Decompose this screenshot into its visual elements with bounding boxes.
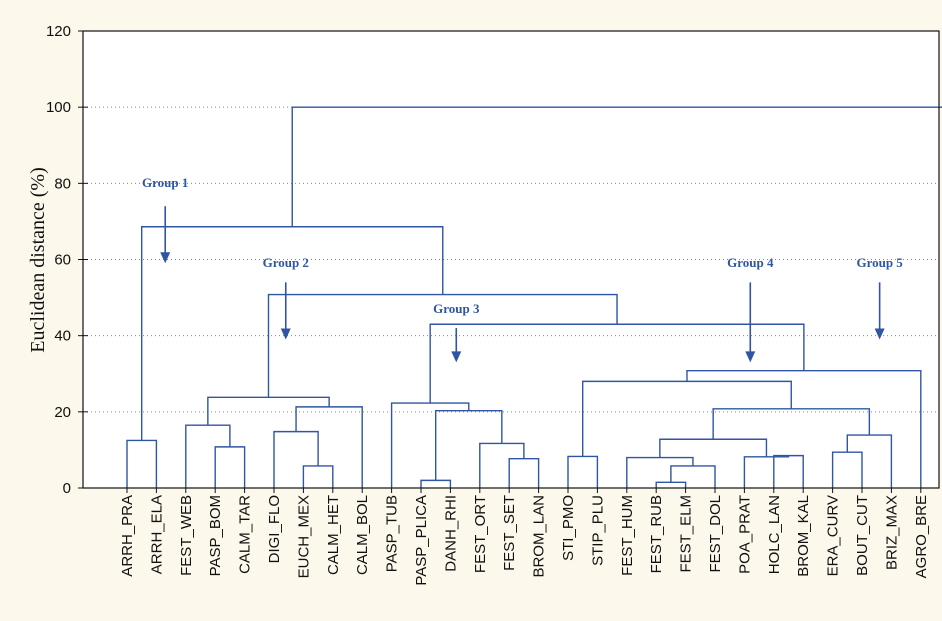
y-tick-label: 120 bbox=[46, 23, 71, 40]
y-tick-label: 0 bbox=[63, 480, 71, 497]
leaf-label: BROM_KAL bbox=[795, 495, 812, 577]
leaf-label: FEST_SET bbox=[501, 495, 518, 571]
dendrogram-link bbox=[126, 439, 158, 488]
leaf-label: BRIZ_MAX bbox=[883, 495, 900, 570]
dendrogram-link bbox=[291, 106, 942, 227]
group-label: Group 4 bbox=[727, 255, 774, 270]
leaf-label: DANH_RHI bbox=[442, 495, 459, 572]
leaf-label: STI_PMO bbox=[560, 495, 577, 561]
dendrogram-link bbox=[712, 408, 871, 440]
leaf-label: DIGI_FLO bbox=[266, 495, 283, 563]
dendrogram-link bbox=[479, 442, 525, 488]
group-arrow-head bbox=[451, 351, 462, 363]
leaf-label: BROM_LAN bbox=[531, 495, 548, 578]
dendrogram-link bbox=[295, 406, 363, 488]
y-tick-label: 80 bbox=[54, 175, 71, 192]
leaf-label: FEST_RUB bbox=[648, 495, 665, 573]
leaf-label: CALM_TAR bbox=[237, 495, 254, 574]
x-axis-leaf-labels: ARRH_PRA ARRH_ELA FEST_WEB PASP_BOM CALM_TAR… bbox=[119, 488, 930, 586]
dendrogram-link bbox=[185, 424, 231, 488]
leaf-label: CALM_HET bbox=[325, 495, 342, 575]
group-arrow-head bbox=[874, 328, 885, 340]
dendrogram-link bbox=[567, 455, 599, 488]
leaf-label: AGRO_BRE bbox=[913, 495, 930, 578]
leaf-label: FEST_ELM bbox=[678, 495, 695, 573]
dendrogram-link bbox=[429, 323, 805, 404]
dendrogram-link bbox=[267, 293, 618, 398]
leaf-label: POA_PRAT bbox=[736, 495, 753, 574]
leaf-label: FEST_DOL bbox=[707, 495, 724, 573]
leaf-label: PASP_TUB bbox=[384, 495, 401, 572]
leaf-label: HOLC_LAN bbox=[766, 495, 783, 574]
group-arrow-head bbox=[280, 328, 291, 340]
leaf-label: FEST_ORT bbox=[472, 495, 489, 573]
group-annotations: Group 1 Group 2 Group 3 Group 4 Group 5 bbox=[142, 175, 903, 363]
group-label: Group 1 bbox=[142, 175, 188, 190]
group-label: Group 2 bbox=[263, 255, 309, 270]
group-arrow-head bbox=[745, 351, 756, 363]
dendrogram-link bbox=[773, 454, 804, 488]
dendrogram-link bbox=[670, 465, 716, 488]
dendrogram-link bbox=[582, 380, 792, 457]
dendrogram-link bbox=[655, 481, 687, 488]
leaf-label: ERA_CURV bbox=[825, 495, 842, 576]
group-label: Group 3 bbox=[433, 301, 480, 316]
leaf-label: FEST_WEB bbox=[178, 495, 195, 576]
dendrogram-link bbox=[831, 451, 863, 488]
leaf-label: STIP_PLU bbox=[589, 495, 606, 566]
dendrogram-link bbox=[273, 430, 319, 488]
y-axis-ticks: 0 20 40 60 80 100 120 bbox=[46, 23, 88, 497]
y-tick-label: 40 bbox=[54, 328, 71, 345]
dendrogram-link bbox=[508, 457, 540, 488]
dendrogram-link bbox=[302, 465, 334, 488]
y-tick-label: 100 bbox=[46, 99, 71, 116]
group-arrow-head bbox=[160, 252, 171, 264]
plot-frame bbox=[82, 30, 940, 489]
leaf-label: FEST_HUM bbox=[619, 495, 636, 576]
leaf-label: ARRH_ELA bbox=[148, 495, 165, 574]
leaf-label: PASP_PLICA bbox=[413, 495, 430, 586]
leaf-label: EUCH_MEX bbox=[295, 495, 312, 578]
y-axis-label: Euclidean distance (%) bbox=[27, 167, 49, 352]
leaf-label: CALM_BOL bbox=[354, 495, 371, 575]
dendrogram-link bbox=[435, 409, 503, 481]
leaf-label: ARRH_PRA bbox=[119, 495, 136, 577]
dendrogram-link bbox=[743, 455, 790, 488]
dendrogram-link bbox=[207, 396, 330, 426]
y-tick-label: 60 bbox=[54, 252, 71, 269]
leaf-label: PASP_BOM bbox=[207, 495, 224, 576]
y-tick-label: 20 bbox=[54, 404, 71, 421]
group-label: Group 5 bbox=[856, 255, 903, 270]
leaf-label: BOUT_CUT bbox=[854, 495, 871, 576]
dendrogram-branches bbox=[126, 106, 942, 488]
